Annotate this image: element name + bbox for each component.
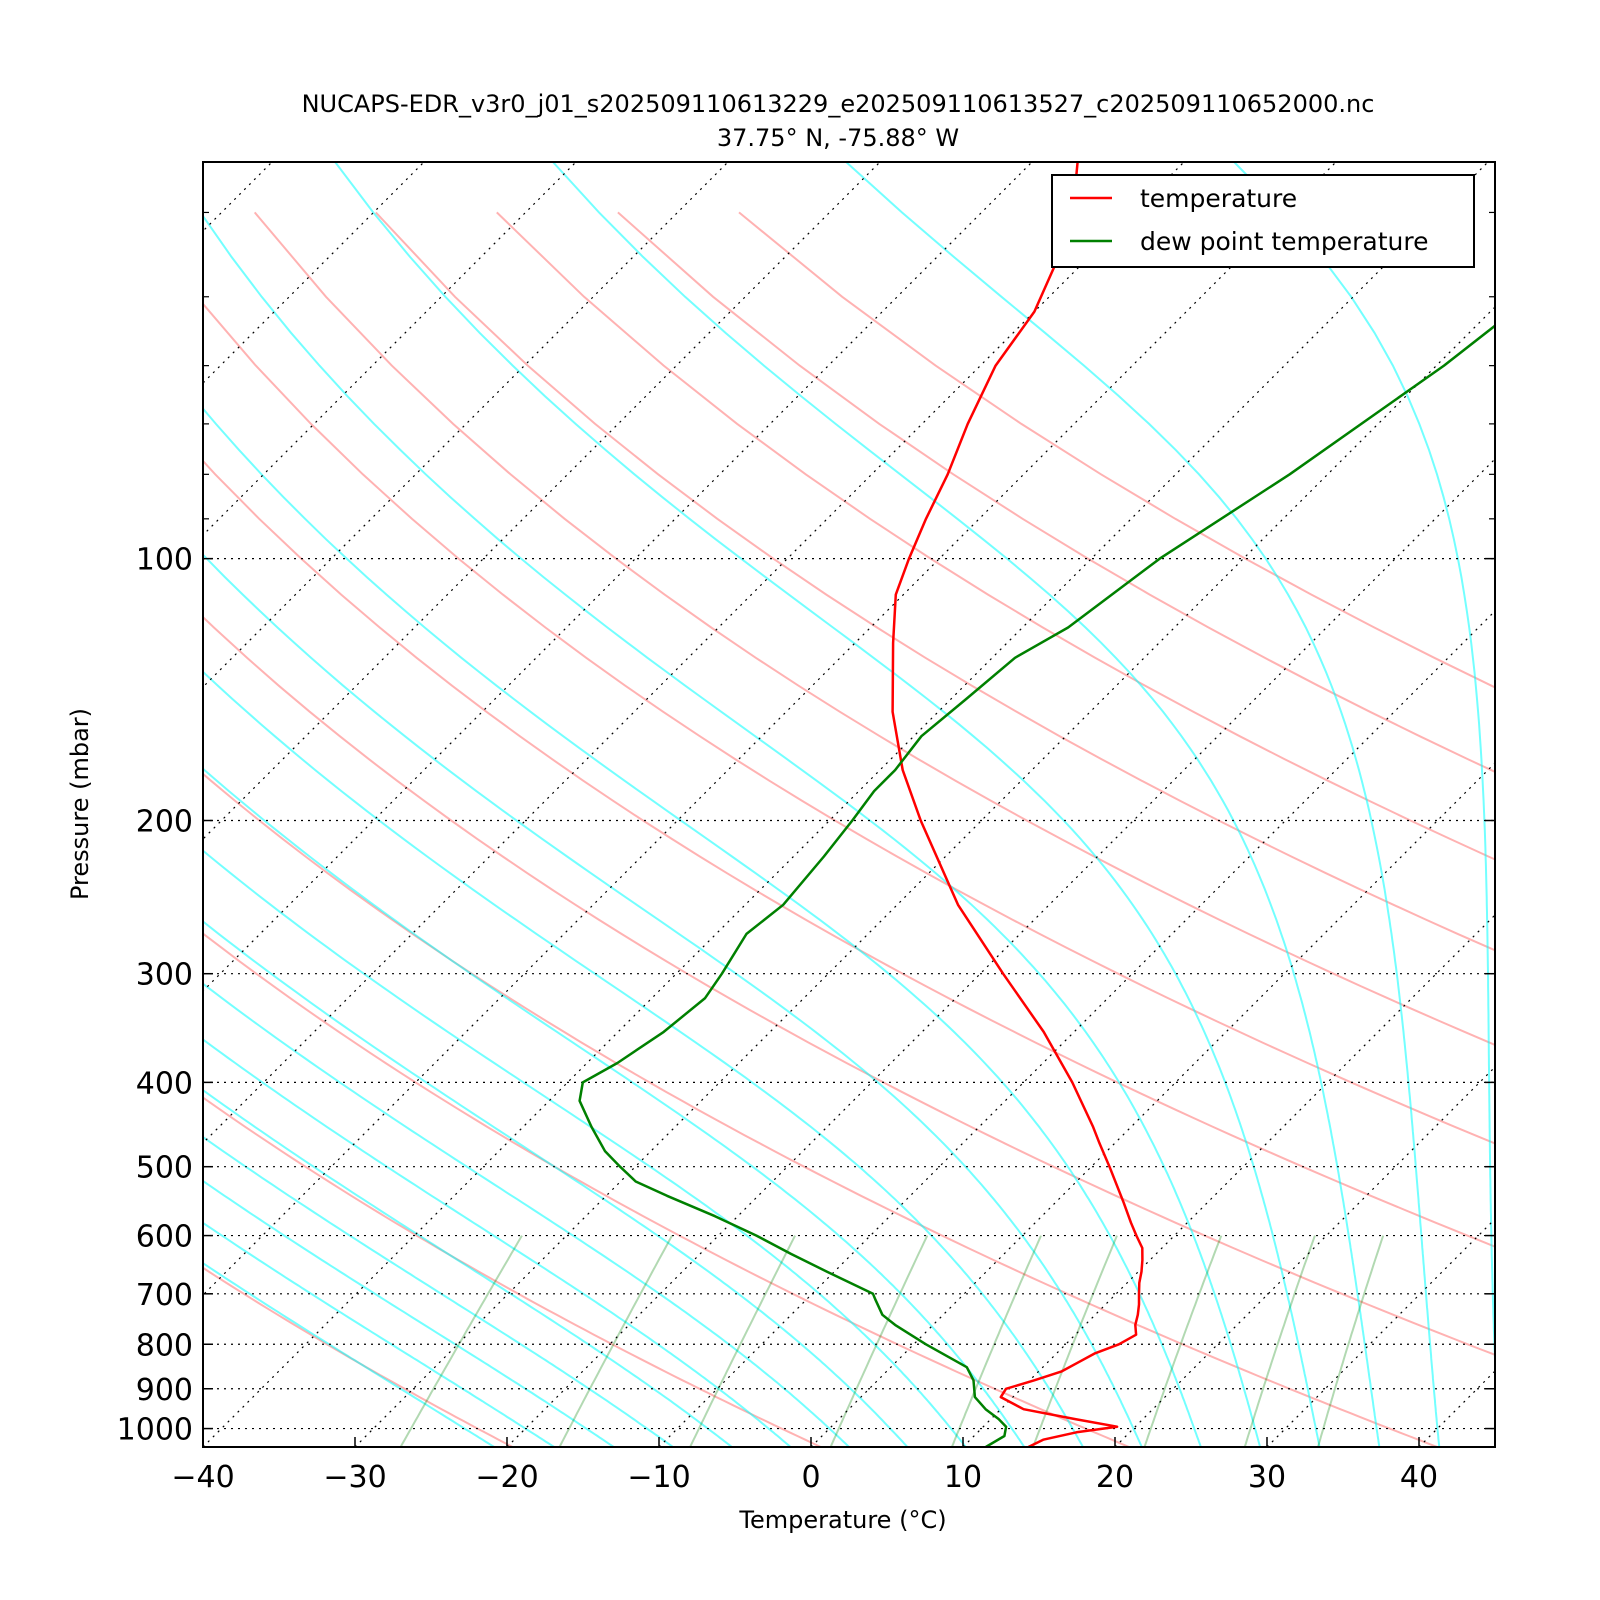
mixing-ratio-line (689, 1235, 796, 1447)
mixing-ratio-line (1032, 1235, 1118, 1447)
moist-adiabat (203, 1135, 674, 1447)
moist-adiabat (203, 670, 1084, 1447)
isotherm (658, 610, 1495, 1447)
legend-label-temperature: temperature (1140, 184, 1297, 213)
dry-adiabat (203, 302, 1495, 1145)
y-tick-label: 700 (136, 1278, 193, 1313)
x-tick-label: −40 (171, 1460, 234, 1495)
y-tick-label: 100 (136, 543, 193, 578)
isotherm (203, 162, 1489, 1447)
mixing-ratio-lines (399, 1235, 1385, 1447)
dry-adiabat (203, 1096, 822, 1447)
pressure-gridlines (203, 558, 1495, 1430)
isotherm (203, 162, 1337, 1296)
plot-frame (202, 161, 1496, 1448)
x-tick-label: −20 (475, 1460, 538, 1495)
y-tick-label: 800 (136, 1328, 193, 1363)
dry-adiabat (203, 772, 1438, 1447)
x-tick-label: −10 (627, 1460, 690, 1495)
moist-adiabats (203, 162, 1495, 1447)
y-axis-label: Pressure (mbar) (66, 708, 94, 900)
legend-box (1051, 174, 1475, 268)
x-tick-label: 30 (1248, 1460, 1286, 1495)
dry-adiabat (375, 211, 1495, 952)
legend: temperature dew point temperature (1051, 174, 1475, 268)
mixing-ratio-line (1317, 1235, 1385, 1447)
y-tick-label: 1000 (117, 1413, 193, 1448)
y-tick-label: 600 (136, 1220, 193, 1255)
moist-adiabat (203, 982, 850, 1447)
temperature-line (891, 162, 1144, 1447)
moist-adiabat (552, 162, 1381, 1447)
moist-adiabat (203, 407, 1202, 1447)
moist-adiabat (203, 767, 1026, 1447)
plot-area (203, 162, 1495, 1447)
x-tick-label: 40 (1400, 1460, 1438, 1495)
isotherm (1266, 1218, 1495, 1447)
x-tick-label: 10 (944, 1460, 982, 1495)
moist-adiabat (203, 1179, 615, 1447)
isotherm (962, 914, 1495, 1447)
dew-point-line (578, 324, 1495, 1447)
moist-adiabat (1233, 162, 1495, 1383)
y-tick-label: 400 (136, 1066, 193, 1101)
y-tick-label: 200 (136, 805, 193, 840)
dry-adiabat (253, 211, 1495, 1046)
x-tick-label: −30 (323, 1460, 386, 1495)
isotherm (1114, 1066, 1495, 1447)
x-tick-label: 0 (801, 1460, 820, 1495)
y-minor-ticks (203, 211, 1495, 520)
series-lines (578, 162, 1495, 1447)
y-tick-label: 900 (136, 1373, 193, 1408)
moist-adiabat (203, 920, 909, 1447)
dry-adiabat (496, 211, 1495, 861)
mixing-ratio-line (829, 1235, 929, 1447)
moist-adiabat (203, 1221, 555, 1447)
y-tick-label: 300 (136, 958, 193, 993)
moist-adiabat (203, 214, 1262, 1447)
moist-adiabat (203, 1261, 495, 1447)
isotherm (506, 458, 1495, 1447)
mixing-ratio-line (1143, 1235, 1223, 1447)
y-axis: 100 200 300 400 500 600 700 800 900 1000 (117, 543, 1495, 1448)
x-axis-label: Temperature (°C) (738, 1506, 946, 1534)
x-tick-label: 20 (1096, 1460, 1134, 1495)
isotherm (810, 762, 1495, 1447)
moist-adiabat (203, 1088, 733, 1447)
x-axis: −40 −30 −20 −10 0 10 20 30 40 (171, 1437, 1438, 1495)
isotherms (203, 162, 1495, 1447)
mixing-ratio-line (950, 1235, 1042, 1447)
chart-subtitle: 37.75° N, -75.88° W (717, 124, 959, 152)
moist-adiabat (334, 162, 1321, 1447)
isotherm (354, 306, 1495, 1447)
chart-title: NUCAPS-EDR_v3r0_j01_s202509110613229_e20… (302, 90, 1375, 118)
mixing-ratio-line (399, 1235, 523, 1447)
moist-adiabat (845, 162, 1441, 1447)
moist-adiabat (203, 553, 1143, 1447)
dry-adiabat (203, 1266, 513, 1447)
mixing-ratio-line (1243, 1235, 1316, 1447)
moist-adiabat (203, 1038, 792, 1447)
y-tick-label: 500 (136, 1151, 193, 1186)
dry-adiabat (203, 459, 1495, 1248)
legend-label-dew-point: dew point temperature (1140, 227, 1429, 256)
moist-adiabat (203, 849, 967, 1447)
mixing-ratio-line (558, 1235, 673, 1447)
